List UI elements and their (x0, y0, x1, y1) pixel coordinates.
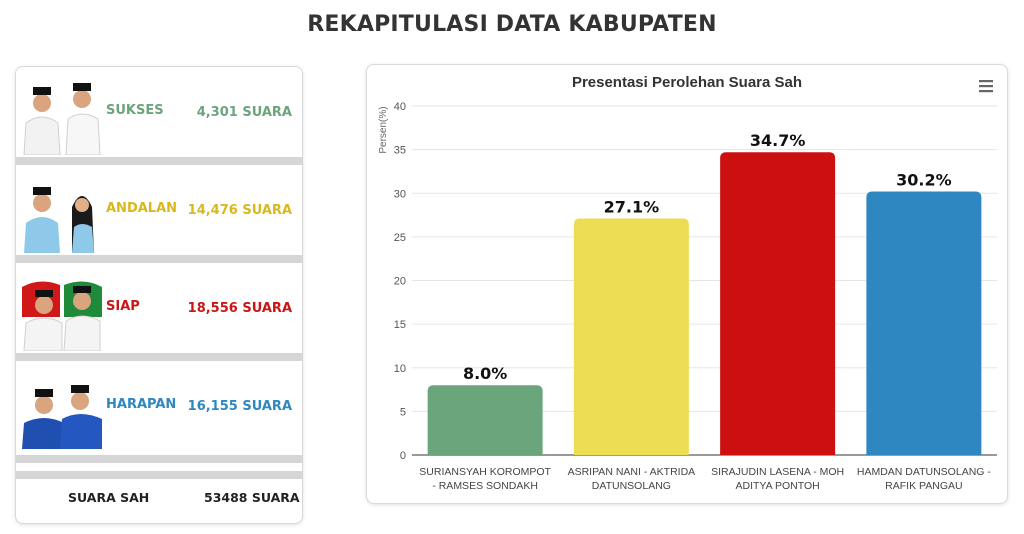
x-category-label: ASRIPAN NANI - AKTRIDA (568, 466, 696, 478)
chart-card: Presentasi Perolehan Suara Sah Persen(%)… (366, 64, 1008, 504)
row-divider (16, 455, 302, 463)
total-label: SUARA SAH (68, 490, 150, 505)
total-row: SUARA SAH 53488 SUARA (16, 480, 302, 520)
data-label: 30.2% (896, 171, 952, 190)
x-category-label: HAMDAN DATUNSOLANG - (857, 466, 991, 478)
bar[interactable] (866, 191, 982, 455)
candidate-photo-harapan (20, 375, 104, 449)
y-tick-label: 30 (394, 188, 406, 200)
x-category-label: SURIANSYAH KOROMPOT (419, 466, 551, 478)
candidate-row-sukses[interactable]: SUKSES 4,301 SUARA (16, 67, 302, 157)
candidate-row-harapan[interactable]: HARAPAN 16,155 SUARA (16, 361, 302, 451)
y-tick-label: 5 (400, 406, 406, 418)
candidate-row-siap[interactable]: SIAP 18,556 SUARA (16, 263, 302, 353)
y-tick-label: 0 (400, 450, 406, 462)
candidate-row-andalan[interactable]: ANDALAN 14,476 SUARA (16, 165, 302, 255)
x-category-label: SIRAJUDIN LASENA - MOH (711, 466, 844, 478)
row-divider (16, 353, 302, 361)
x-category-label: DATUNSOLANG (592, 480, 671, 492)
bar[interactable] (427, 385, 543, 455)
candidate-votes: 18,556 SUARA (187, 301, 292, 316)
bar[interactable] (720, 152, 836, 455)
candidate-photo-sukses (20, 81, 104, 155)
candidate-name: ANDALAN (106, 201, 178, 216)
candidate-votes: 4,301 SUARA (196, 105, 292, 120)
y-tick-label: 25 (394, 232, 406, 244)
row-divider (16, 471, 302, 479)
candidate-summary-panel: SUKSES 4,301 SUARA ANDALAN 14,476 SUARA (15, 66, 303, 524)
x-category-label: ADITYA PONTOH (736, 480, 820, 492)
row-divider (16, 255, 302, 263)
candidate-photo-andalan (20, 179, 104, 253)
y-tick-label: 35 (394, 145, 406, 157)
candidate-photo-siap (20, 277, 104, 351)
candidate-votes: 14,476 SUARA (187, 203, 292, 218)
page-title: REKAPITULASI DATA KABUPATEN (307, 12, 717, 37)
y-tick-label: 10 (394, 363, 406, 375)
x-category-label: RAFIK PANGAU (885, 480, 962, 492)
row-divider (16, 157, 302, 165)
hamburger-menu-icon[interactable] (979, 80, 993, 93)
data-label: 27.1% (604, 198, 660, 217)
data-label: 8.0% (463, 364, 507, 383)
chart-title: Presentasi Perolehan Suara Sah (572, 74, 802, 91)
y-tick-label: 40 (394, 101, 406, 113)
data-label: 34.7% (750, 131, 806, 150)
x-category-label: - RAMSES SONDAKH (432, 480, 538, 492)
y-tick-label: 15 (394, 319, 406, 331)
candidate-votes: 16,155 SUARA (187, 399, 292, 414)
candidate-name: SUKSES (106, 103, 164, 118)
y-tick-label: 20 (394, 276, 406, 288)
y-axis-label: Persen(%) (378, 106, 389, 153)
bar[interactable] (573, 218, 689, 455)
candidate-name: HARAPAN (106, 397, 177, 412)
candidate-name: SIAP (106, 299, 140, 314)
bar-chart: Presentasi Perolehan Suara Sah Persen(%)… (378, 74, 997, 492)
total-value: 53488 SUARA (204, 490, 300, 505)
